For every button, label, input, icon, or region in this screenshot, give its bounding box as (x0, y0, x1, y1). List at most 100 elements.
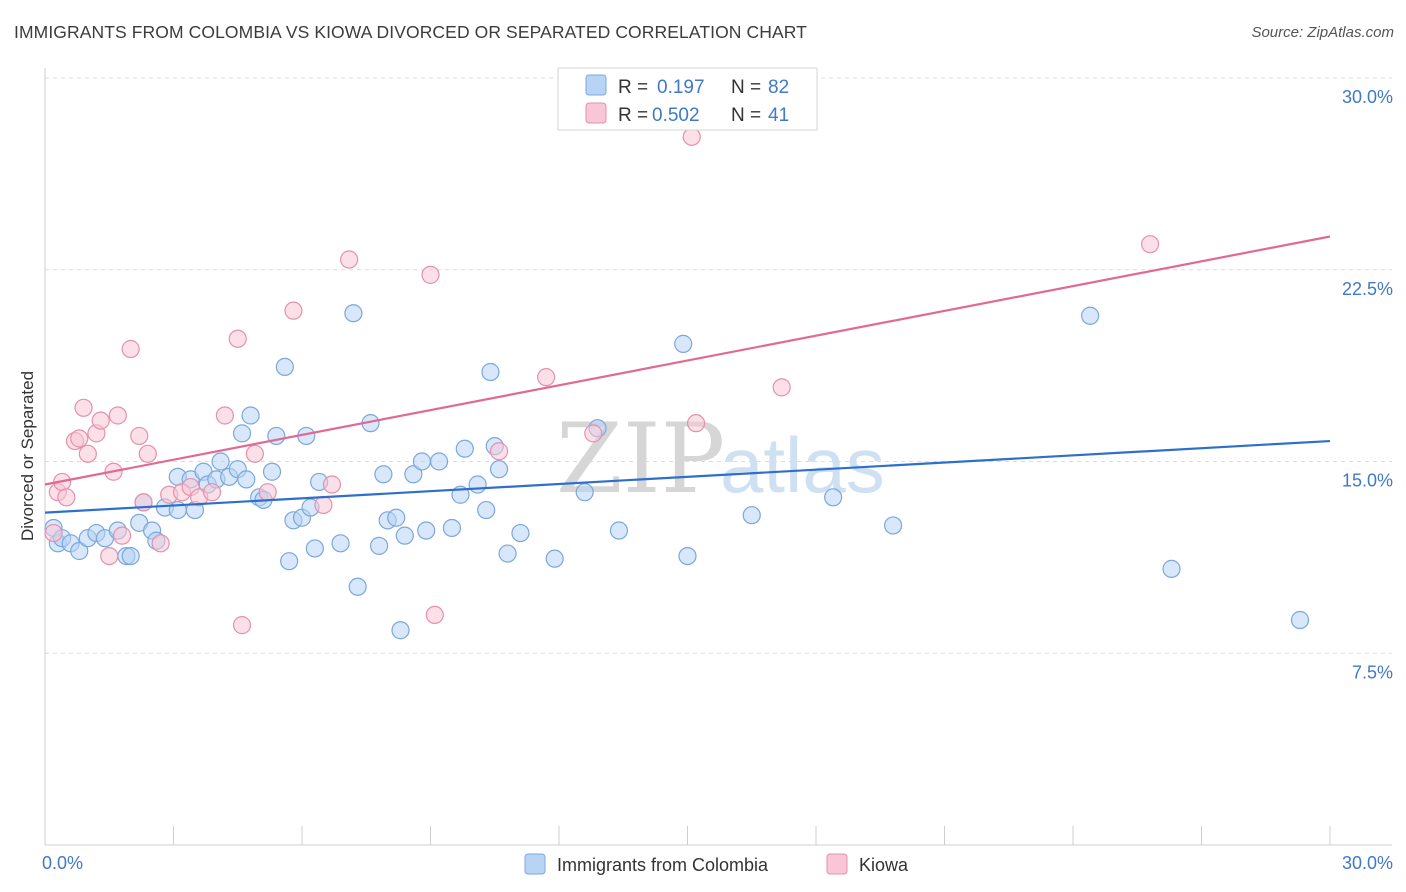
trend-line-blue (44, 439, 1331, 514)
stats-r-value: 0.197 (657, 77, 705, 98)
data-point-pink (44, 523, 63, 543)
data-point-blue (883, 516, 903, 535)
data-point-blue (1162, 559, 1181, 578)
trend-line-pink (44, 235, 1331, 486)
data-point-blue (545, 549, 564, 568)
data-point-pink (100, 546, 119, 566)
data-point-pink (121, 339, 140, 359)
data-point-pink (245, 444, 264, 463)
data-point-pink (1140, 235, 1160, 254)
data-point-blue (331, 534, 350, 553)
stats-n-value: 41 (768, 105, 789, 126)
axis-layer: 7.5% 15.0% 22.5% 30.0% 0.0% 30.0% (42, 68, 1393, 873)
stats-legend: R = 0.197 N = 82 R = 0.502 N = 41 (557, 67, 818, 131)
data-point-blue (395, 526, 414, 545)
y-tick-label: 30.0% (1342, 87, 1393, 107)
data-point-pink (258, 483, 277, 502)
data-point-pink (151, 534, 170, 553)
data-point-pink (537, 368, 556, 387)
data-point-blue (1290, 610, 1310, 630)
data-point-blue (674, 334, 693, 353)
data-point-pink (228, 329, 247, 348)
y-tick-label: 22.5% (1342, 279, 1393, 299)
data-point-blue (1081, 306, 1100, 325)
data-point-pink (91, 411, 110, 430)
stats-n-value: 82 (768, 77, 789, 98)
data-point-blue (455, 439, 474, 458)
bottom-legend: Immigrants from Colombia Kiowa (524, 853, 909, 875)
data-point-blue (442, 518, 462, 538)
data-point-pink (78, 444, 97, 463)
y-axis-label: Divorced or Separated (18, 371, 37, 541)
data-point-blue (489, 460, 509, 479)
data-point-blue (305, 539, 324, 558)
data-point-pink (112, 526, 132, 545)
data-point-blue (575, 483, 594, 502)
data-point-pink (138, 444, 157, 463)
data-point-pink (74, 398, 93, 417)
data-point-pink (232, 616, 252, 635)
data-point-blue (232, 424, 252, 443)
data-point-blue (404, 465, 423, 484)
data-point-blue (742, 506, 761, 525)
legend-item-kiowa: Kiowa (859, 855, 909, 875)
stats-n-label: N = (731, 105, 761, 126)
stats-r-label: R = (618, 77, 648, 98)
data-point-pink (108, 406, 127, 425)
legend-item-colombia: Immigrants from Colombia (557, 855, 769, 875)
data-point-pink (57, 488, 76, 507)
data-point-blue (678, 546, 697, 566)
x-tick-label: 30.0% (1342, 853, 1393, 873)
data-point-blue (237, 470, 256, 489)
data-point-blue (429, 452, 449, 471)
data-point-blue (391, 621, 410, 640)
data-point-blue (241, 406, 260, 425)
data-point-pink (772, 378, 791, 397)
data-point-pink (70, 429, 89, 448)
data-point-blue (481, 362, 500, 382)
data-point-blue (70, 541, 89, 561)
data-point-pink (202, 483, 222, 502)
points-layer (44, 97, 1310, 640)
stats-swatch-blue (585, 74, 607, 96)
data-point-blue (417, 521, 436, 540)
stats-swatch-pink (585, 102, 607, 124)
grid-layer (45, 77, 1392, 654)
legend-swatch-blue (524, 853, 546, 875)
data-point-blue (275, 357, 294, 377)
stats-r-value: 0.502 (652, 105, 700, 126)
data-point-blue (348, 577, 367, 596)
data-point-blue (609, 521, 629, 540)
y-tick-label: 15.0% (1342, 471, 1393, 491)
data-point-blue (374, 465, 393, 484)
data-point-pink (215, 406, 234, 425)
data-point-blue (387, 508, 406, 527)
data-point-pink (686, 414, 706, 433)
chart-title: IMMIGRANTS FROM COLOMBIA VS KIOWA DIVORC… (14, 22, 807, 42)
data-point-pink (130, 426, 149, 446)
data-point-blue (211, 452, 230, 471)
data-point-pink (421, 265, 440, 284)
data-point-blue (824, 488, 843, 507)
data-point-blue (477, 500, 496, 520)
data-point-pink (584, 424, 603, 443)
stats-n-label: N = (731, 77, 761, 98)
data-point-blue (412, 452, 432, 471)
data-point-blue (511, 523, 530, 543)
stats-r-label: R = (618, 105, 648, 126)
legend-swatch-pink (826, 853, 848, 875)
data-point-blue (344, 304, 363, 323)
data-point-blue (498, 544, 517, 563)
data-point-pink (489, 442, 509, 461)
data-point-pink (322, 475, 342, 494)
data-point-pink (425, 605, 444, 625)
data-point-pink (340, 250, 359, 269)
x-tick-label: 0.0% (42, 853, 83, 873)
data-point-blue (370, 536, 389, 555)
chart-source: Source: ZipAtlas.com (1251, 24, 1394, 41)
y-tick-label: 7.5% (1352, 662, 1393, 682)
data-point-pink (284, 301, 303, 320)
trend-layer (44, 235, 1331, 514)
data-point-pink (682, 127, 701, 146)
